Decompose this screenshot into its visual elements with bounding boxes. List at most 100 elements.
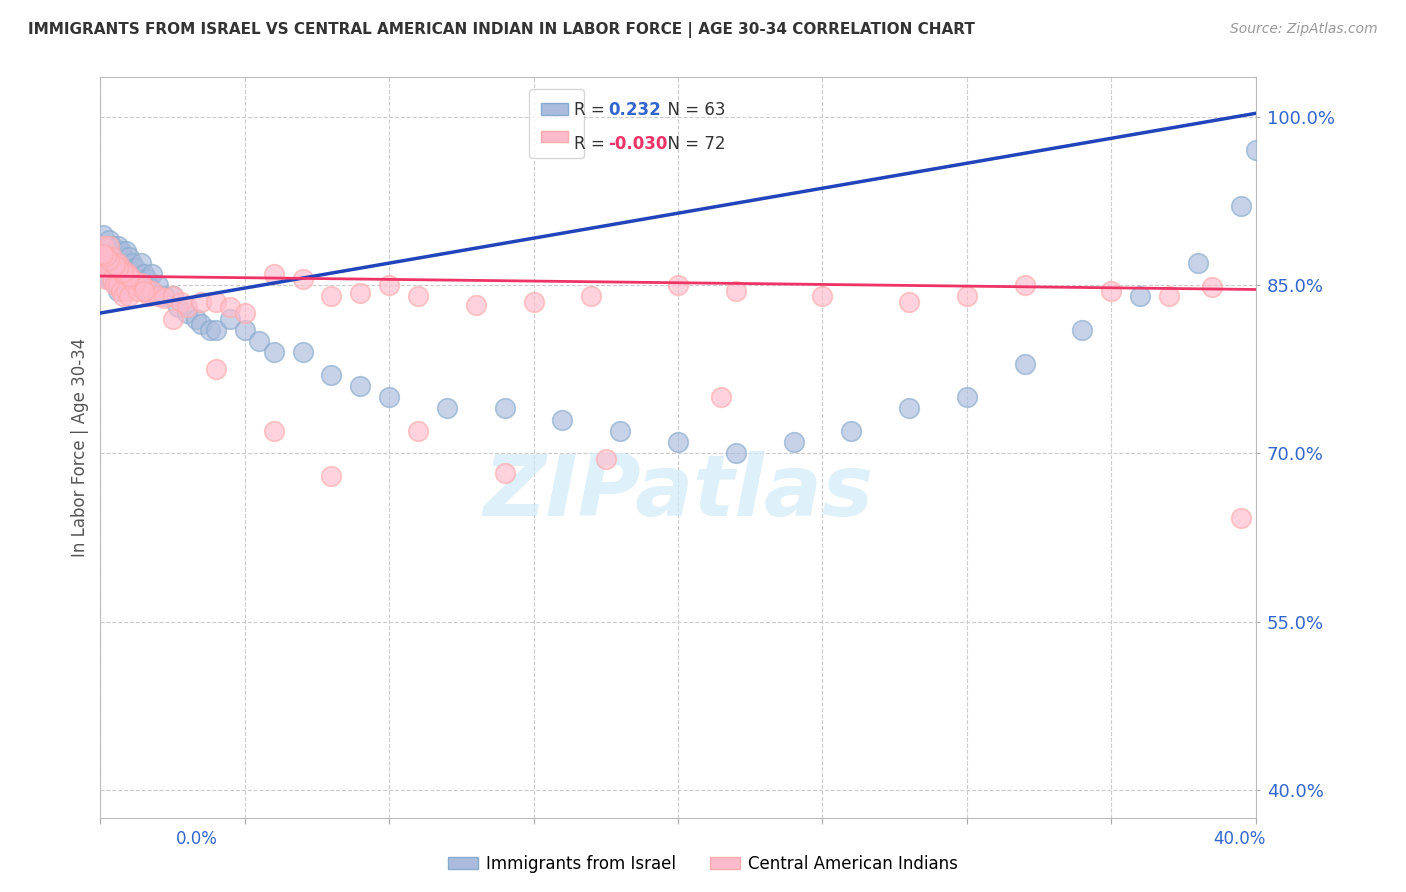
Point [91, 246, 114, 260]
Point [1014, 278, 1036, 293]
Text: Source: ZipAtlas.com: Source: ZipAtlas.com [1230, 22, 1378, 37]
Point [205, 362, 228, 376]
Point [464, 298, 486, 312]
Point [190, 294, 212, 309]
Point [94, 249, 117, 263]
Point [378, 278, 401, 293]
Point [581, 289, 603, 303]
Point [782, 435, 804, 450]
Point [219, 301, 242, 315]
Point [104, 255, 127, 269]
Point [198, 323, 221, 337]
Point [190, 318, 212, 332]
Point [263, 267, 285, 281]
Point [263, 424, 285, 438]
Point [98, 253, 121, 268]
Point [112, 278, 135, 293]
Point [141, 284, 163, 298]
Point [98, 261, 121, 276]
Point [167, 301, 190, 315]
Point [406, 424, 429, 438]
Point [1244, 144, 1267, 158]
Text: N = 63: N = 63 [657, 101, 725, 119]
Point [107, 284, 129, 298]
Text: -0.030: -0.030 [609, 135, 668, 153]
Point [176, 306, 198, 320]
Point [321, 368, 343, 382]
Point [494, 401, 516, 416]
Point [110, 284, 132, 298]
Text: N = 72: N = 72 [657, 135, 725, 153]
Point [1230, 199, 1253, 213]
Point [141, 267, 163, 281]
Point [898, 294, 921, 309]
Point [129, 276, 152, 290]
Point [121, 255, 143, 269]
Point [176, 301, 198, 315]
Point [107, 255, 129, 269]
Point [205, 294, 228, 309]
Point [104, 258, 127, 272]
Point [523, 294, 546, 309]
Point [107, 261, 129, 276]
Point [138, 280, 160, 294]
Point [291, 345, 314, 359]
Point [129, 255, 152, 269]
Point [112, 250, 135, 264]
Point [263, 345, 285, 359]
Point [1099, 284, 1122, 298]
Point [94, 267, 117, 281]
Point [898, 401, 921, 416]
Text: R =: R = [574, 101, 610, 119]
Point [135, 285, 157, 300]
Text: 0.0%: 0.0% [176, 830, 218, 847]
Point [118, 250, 141, 264]
Point [153, 292, 176, 306]
Point [724, 446, 747, 460]
Point [233, 306, 256, 320]
Point [1129, 289, 1152, 303]
Point [956, 390, 979, 404]
Point [1187, 255, 1209, 269]
Point [233, 323, 256, 337]
Point [551, 412, 574, 426]
Point [162, 289, 184, 303]
Point [110, 244, 132, 259]
Point [112, 267, 135, 281]
Point [609, 424, 631, 438]
Point [107, 261, 129, 276]
Point [94, 244, 117, 259]
Point [94, 272, 117, 286]
Point [291, 272, 314, 286]
Point [101, 272, 124, 286]
Point [118, 289, 141, 303]
Point [321, 289, 343, 303]
Point [107, 278, 129, 293]
Point [118, 272, 141, 286]
Point [127, 284, 149, 298]
Y-axis label: In Labor Force | Age 30-34: In Labor Force | Age 30-34 [72, 338, 89, 558]
Point [98, 272, 121, 286]
Point [595, 451, 617, 466]
Point [124, 261, 146, 276]
Point [406, 289, 429, 303]
Point [132, 284, 155, 298]
Legend: Immigrants from Israel, Central American Indians: Immigrants from Israel, Central American… [441, 848, 965, 880]
Point [127, 272, 149, 286]
Point [94, 250, 117, 264]
Point [98, 233, 121, 247]
Point [1071, 323, 1094, 337]
Text: R =: R = [574, 135, 610, 153]
Point [349, 285, 371, 300]
Point [104, 250, 127, 264]
Point [321, 468, 343, 483]
Point [115, 244, 138, 259]
Point [724, 284, 747, 298]
Point [138, 289, 160, 303]
Point [436, 401, 458, 416]
Text: IMMIGRANTS FROM ISRAEL VS CENTRAL AMERICAN INDIAN IN LABOR FORCE | AGE 30-34 COR: IMMIGRANTS FROM ISRAEL VS CENTRAL AMERIC… [28, 22, 974, 38]
Point [1230, 511, 1253, 525]
Point [170, 294, 193, 309]
Point [710, 390, 733, 404]
Text: 0.232: 0.232 [609, 101, 661, 119]
